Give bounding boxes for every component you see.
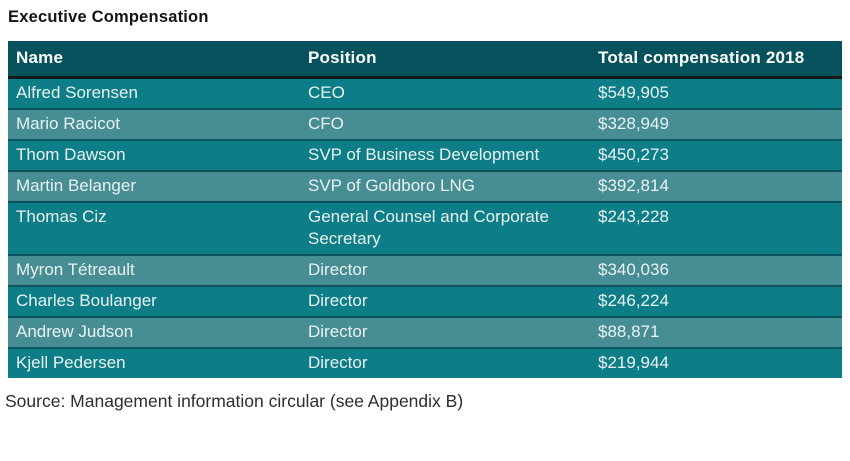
column-header-name: Name [8, 41, 300, 79]
table-row: Alfred Sorensen CEO $549,905 [8, 77, 842, 109]
cell-name: Mario Racicot [8, 108, 300, 140]
cell-compensation: $450,273 [590, 139, 842, 171]
page-title: Executive Compensation [8, 8, 209, 26]
cell-name: Thom Dawson [8, 139, 300, 171]
table-row: Thomas Ciz General Counsel and Corporate… [8, 201, 842, 255]
cell-position: Director [300, 316, 590, 348]
cell-position: CFO [300, 108, 590, 140]
source-note: Source: Management information circular … [5, 391, 464, 411]
cell-compensation: $549,905 [590, 77, 842, 109]
cell-compensation: $340,036 [590, 254, 842, 286]
table-row: Mario Racicot CFO $328,949 [8, 108, 842, 140]
cell-compensation: $328,949 [590, 108, 842, 140]
table-header-row: Name Position Total compensation 2018 [8, 41, 842, 79]
cell-name: Kjell Pedersen [8, 347, 300, 378]
cell-name: Thomas Ciz [8, 201, 300, 255]
cell-position: SVP of Goldboro LNG [300, 170, 590, 202]
cell-compensation: $246,224 [590, 285, 842, 317]
executive-compensation-table: Name Position Total compensation 2018 Al… [8, 41, 842, 378]
table-row: Kjell Pedersen Director $219,944 [8, 347, 842, 378]
cell-position: Director [300, 285, 590, 317]
cell-position: General Counsel and Corporate Secretary [300, 201, 590, 255]
table-row: Andrew Judson Director $88,871 [8, 316, 842, 348]
cell-name: Martin Belanger [8, 170, 300, 202]
cell-compensation: $392,814 [590, 170, 842, 202]
cell-compensation: $88,871 [590, 316, 842, 348]
cell-name: Charles Boulanger [8, 285, 300, 317]
column-header-position: Position [300, 41, 590, 79]
table-row: Martin Belanger SVP of Goldboro LNG $392… [8, 170, 842, 202]
cell-name: Andrew Judson [8, 316, 300, 348]
cell-name: Myron Tétreault [8, 254, 300, 286]
column-header-compensation: Total compensation 2018 [590, 41, 842, 79]
cell-name: Alfred Sorensen [8, 77, 300, 109]
table-row: Myron Tétreault Director $340,036 [8, 254, 842, 286]
cell-position: CEO [300, 77, 590, 109]
cell-position: Director [300, 347, 590, 378]
cell-position: Director [300, 254, 590, 286]
table-row: Thom Dawson SVP of Business Development … [8, 139, 842, 171]
cell-compensation: $219,944 [590, 347, 842, 378]
cell-compensation: $243,228 [590, 201, 842, 255]
cell-position: SVP of Business Development [300, 139, 590, 171]
table-row: Charles Boulanger Director $246,224 [8, 285, 842, 317]
